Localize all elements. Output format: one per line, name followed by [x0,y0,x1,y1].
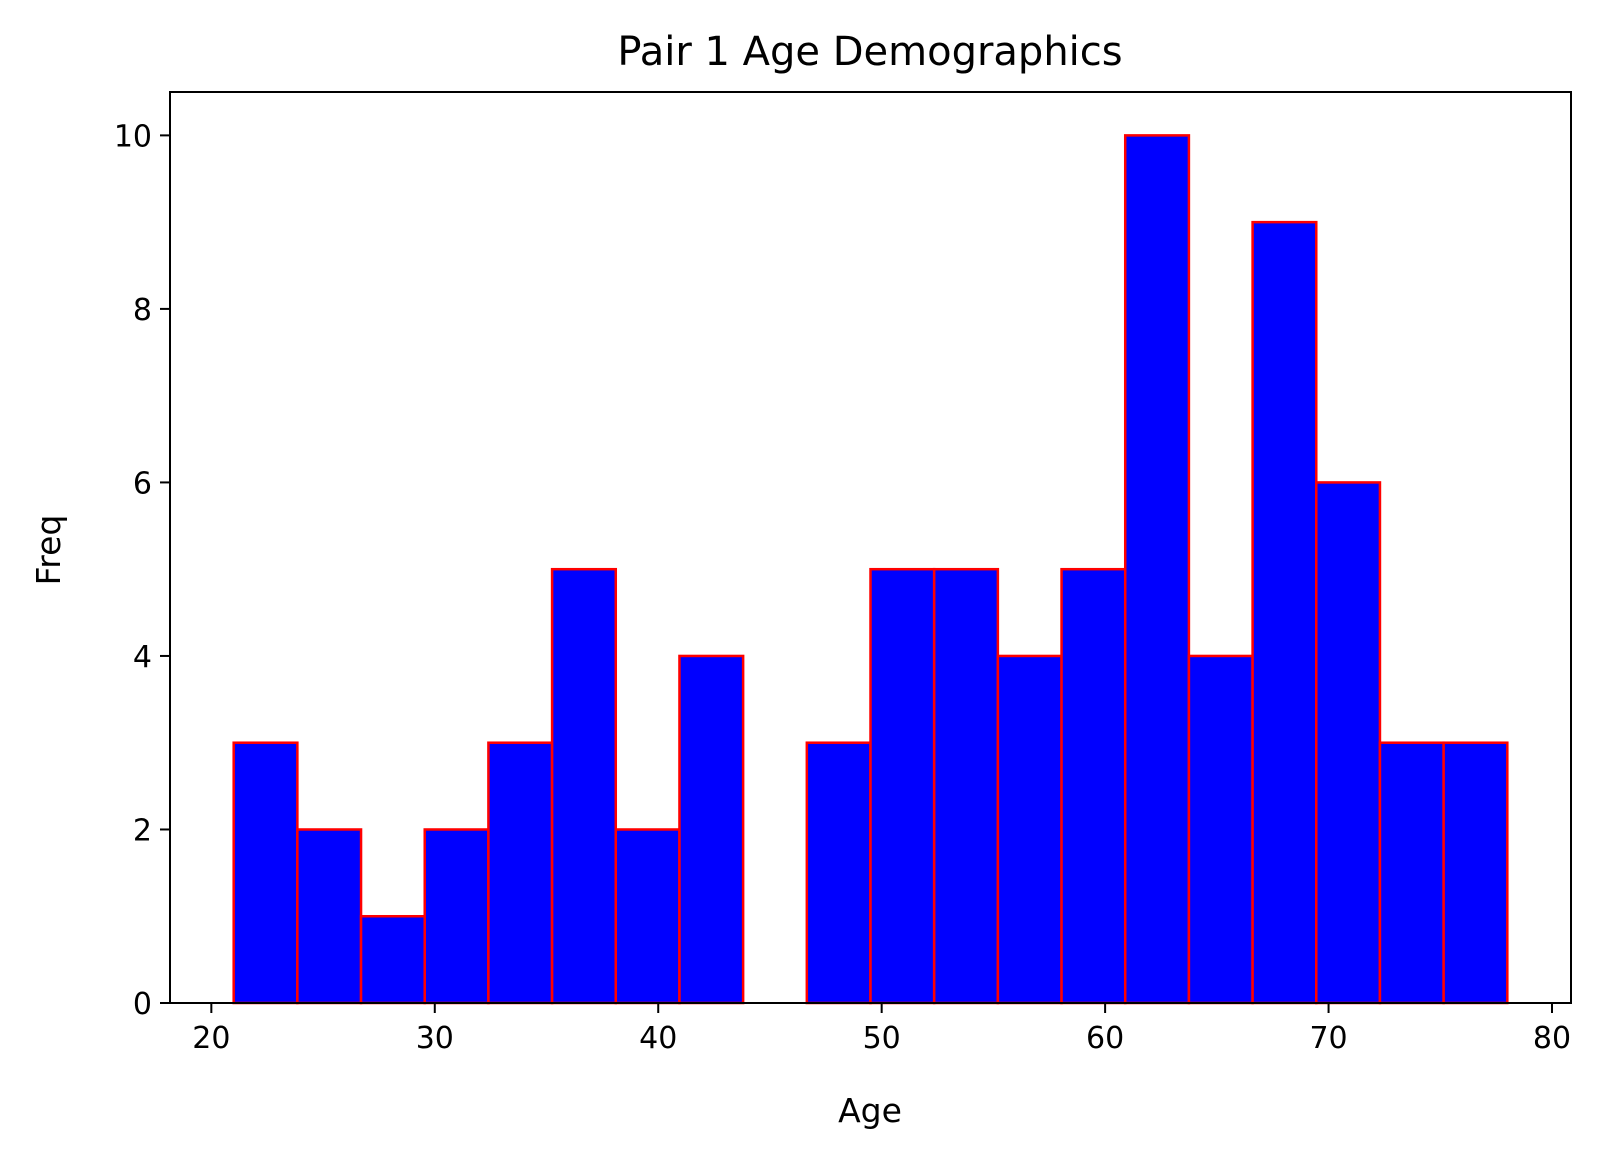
y-tick-label: 10 [114,119,152,154]
y-tick-label: 2 [133,813,152,848]
histogram-bar [1187,654,1254,1005]
histogram-bar [614,828,681,1005]
x-axis-ticks: 20 30 40 50 60 70 80 [192,1003,1571,1056]
plot-frame [169,91,1572,1004]
y-tick-label: 6 [133,466,152,501]
chart-title: Pair 1 Age Demographics [617,29,1122,75]
x-tick-label: 40 [639,1021,677,1056]
x-tick-label: 30 [416,1021,454,1056]
bars-group [232,134,1509,1005]
y-tick-label: 8 [133,293,152,328]
histogram-bar [1060,567,1127,1005]
x-tick-label: 80 [1533,1021,1571,1056]
histogram-bar [359,914,426,1005]
histogram-bar [1378,741,1445,1005]
x-tick-label: 70 [1309,1021,1347,1056]
x-tick-label: 20 [192,1021,230,1056]
x-axis-label: Age [838,1091,902,1130]
y-axis-label: Freq [29,515,68,586]
y-axis-ticks: 0 2 4 6 8 10 [114,119,170,1022]
x-tick-label: 50 [863,1021,901,1056]
y-tick-label: 0 [133,987,152,1022]
histogram-bar [1251,220,1318,1005]
histogram-bar [1123,134,1191,1005]
histogram-bar [487,741,554,1005]
histogram-bar [296,828,363,1005]
histogram-bar [932,567,1000,1005]
histogram-bar [869,567,936,1005]
y-tick-label: 4 [133,640,152,675]
histogram-bar [996,654,1063,1005]
histogram-bar [1315,481,1382,1005]
histogram-bar [678,654,745,1005]
histogram-bar [423,828,490,1005]
x-tick-label: 60 [1086,1021,1124,1056]
histogram-bar [232,741,299,1005]
histogram-bar [1442,741,1509,1005]
histogram-bar [805,741,872,1005]
histogram-bar [550,567,618,1005]
